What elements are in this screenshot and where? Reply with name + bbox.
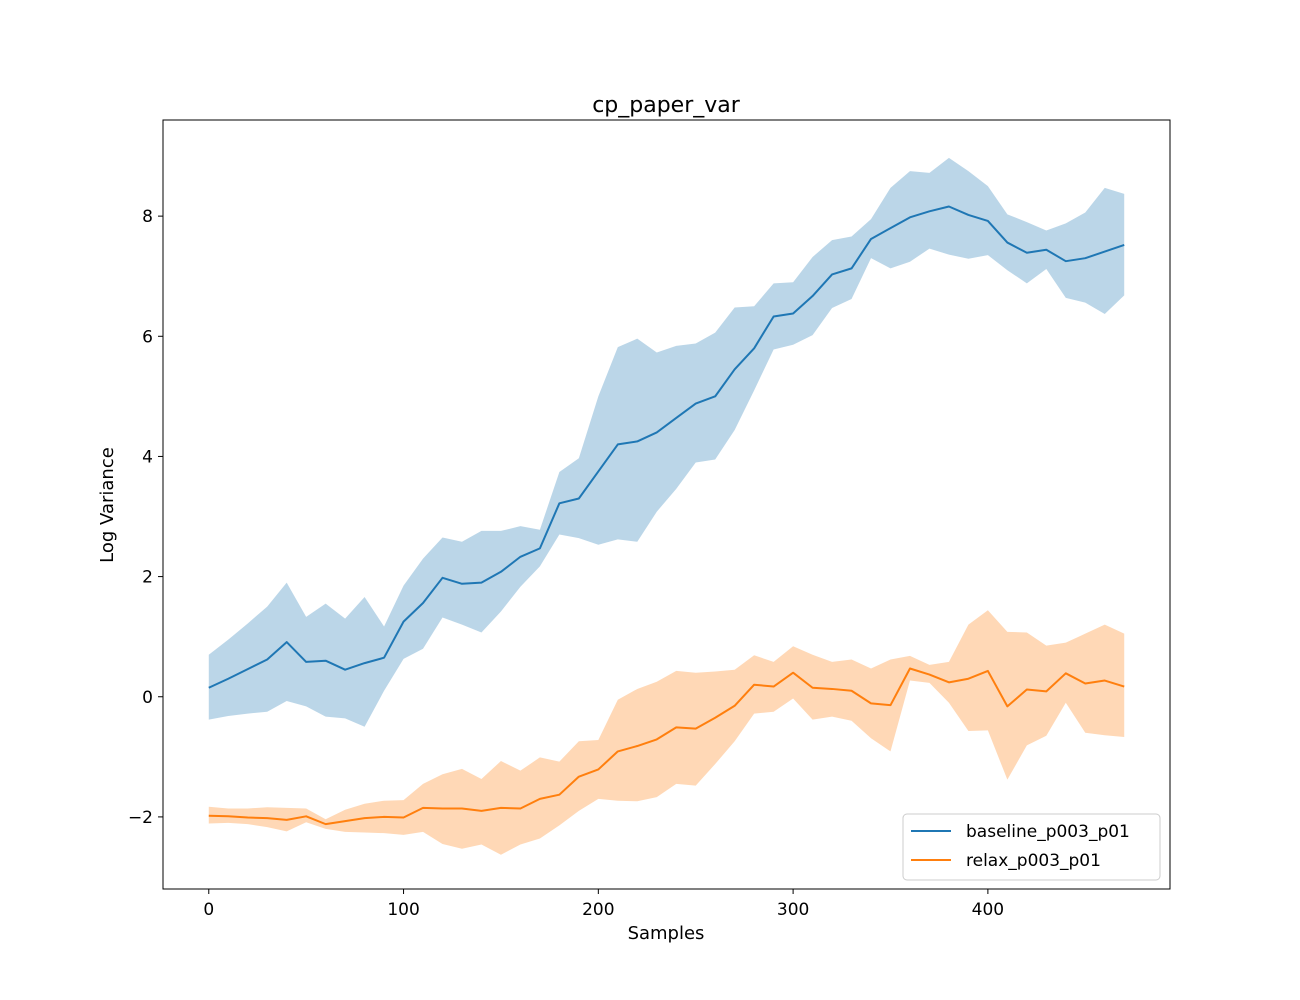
y-tick-label: 6 [142,327,153,347]
y-axis-title: Log Variance [97,447,118,563]
series-line-relax-p003-p01 [208,667,1125,826]
y-tick-label: −2 [128,808,153,828]
y-tick-label: 4 [142,447,153,467]
x-tick-label: 200 [582,900,614,920]
legend-label-relax: relax_p003_p01 [966,851,1101,871]
y-tick-label: 0 [142,688,153,708]
x-tick-label: 400 [972,900,1004,920]
series-line-baseline-p003-p01 [208,205,1125,689]
x-tick-label: 0 [203,900,214,920]
x-tick-label: 100 [387,900,419,920]
y-axis-ticks: −2 0 2 4 6 8 [128,207,163,828]
legend: baseline_p003_p01 relax_p003_p01 [902,813,1161,881]
x-axis-ticks: 0 100 200 300 400 [203,889,1004,920]
y-tick-label: 8 [142,207,153,227]
legend-frame [902,813,1161,881]
x-axis-title: Samples [628,923,705,944]
x-tick-label: 300 [777,900,809,920]
series-lines [208,205,1125,826]
plot-area-frame [162,119,1171,890]
chart-title: cp_paper_var [592,93,741,118]
legend-label-baseline: baseline_p003_p01 [966,822,1130,842]
y-tick-label: 2 [142,568,153,588]
